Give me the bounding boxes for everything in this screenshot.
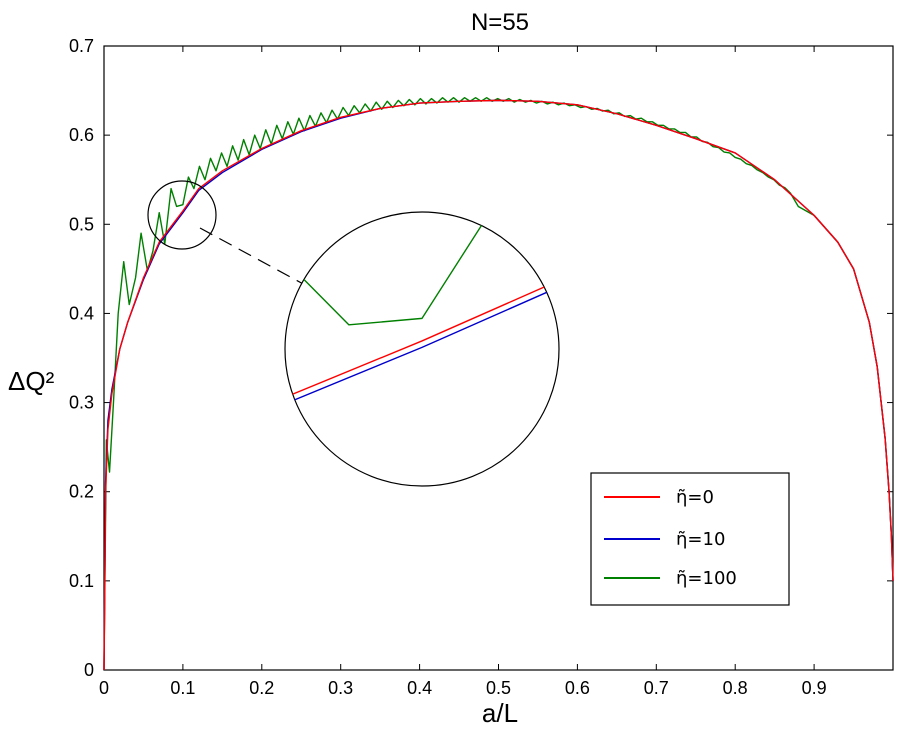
- chart-title: N=55: [471, 9, 529, 36]
- y-axis-label: ΔQ²: [8, 366, 55, 396]
- x-axis-label: a/L: [482, 698, 518, 728]
- x-tick-label: 0.5: [486, 678, 511, 698]
- axis-ticks: 0 0.1 0.2 0.3 0.4 0.5 0.6 0.7 0.8 0.9 0 0.1 0.2 0.3 0.…: [69, 36, 893, 698]
- legend: η̃=0 η̃=10 η̃=100: [590, 472, 790, 606]
- x-tick-label: 0.2: [249, 678, 274, 698]
- x-tick-label: 0: [99, 678, 109, 698]
- x-tick-label: 0.7: [644, 678, 669, 698]
- y-tick-label: 0.6: [69, 125, 94, 145]
- x-tick-label: 0.1: [170, 678, 195, 698]
- zoom-inset-series: [285, 212, 559, 461]
- y-tick-label: 0.7: [69, 36, 94, 56]
- series-line-2: [103, 97, 894, 671]
- series-lines: [103, 97, 894, 671]
- x-tick-label: 0.4: [407, 678, 432, 698]
- inset-series-line-0: [285, 259, 559, 455]
- legend-label-eta10: η̃=10: [676, 529, 725, 550]
- x-tick-label: 0.6: [565, 678, 590, 698]
- y-tick-label: 0.4: [69, 303, 94, 323]
- y-tick-label: 0: [84, 660, 94, 680]
- x-tick-label: 0.9: [802, 678, 827, 698]
- y-tick-label: 0.2: [69, 482, 94, 502]
- legend-label-eta0: η̃=0: [676, 487, 714, 508]
- zoom-source-circle: [147, 180, 217, 250]
- y-tick-label: 0.1: [69, 571, 94, 591]
- inset-series-line-2: [285, 212, 559, 461]
- inset-series-line-1: [285, 266, 559, 461]
- y-tick-label: 0.5: [69, 214, 94, 234]
- y-tick-label: 0.3: [69, 393, 94, 413]
- zoom-inset-circle: [284, 211, 560, 487]
- legend-label-eta100: η̃=100: [676, 568, 737, 589]
- x-tick-label: 0.3: [328, 678, 353, 698]
- x-tick-label: 0.8: [723, 678, 748, 698]
- series-line-0: [103, 99, 894, 671]
